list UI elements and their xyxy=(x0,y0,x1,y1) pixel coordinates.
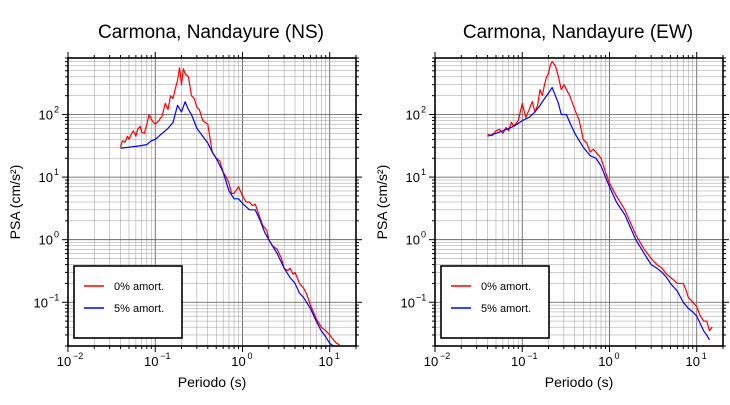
y-axis-label: PSA (cm/s²) xyxy=(7,165,23,240)
legend-label: 0% amort. xyxy=(481,281,531,293)
x-tick-label: 10 xyxy=(231,354,245,369)
y-tick-label: 10 xyxy=(406,233,420,248)
y-tick-label: 10 xyxy=(39,170,53,185)
x-tick-label-exponent: −2 xyxy=(73,351,83,361)
x-tick-label: 10 xyxy=(57,354,71,369)
x-tick-label-exponent: 1 xyxy=(335,351,340,361)
y-tick-label-exponent: 2 xyxy=(421,105,426,115)
x-tick-label: 10 xyxy=(598,354,612,369)
x-tick-label: 10 xyxy=(424,354,438,369)
y-tick-label-exponent: 0 xyxy=(421,230,426,240)
legend-box xyxy=(440,265,550,339)
legend: 0% amort. 5% amort. xyxy=(73,265,183,339)
series-line-blue xyxy=(120,101,334,347)
x-tick-label-exponent: −1 xyxy=(527,351,537,361)
x-tick-label-exponent: 0 xyxy=(614,351,619,361)
chart-title: Carmona, Nandayure (EW) xyxy=(463,22,693,43)
x-tick-label: 10 xyxy=(511,354,525,369)
legend-box xyxy=(73,265,183,339)
tick-marks xyxy=(429,52,729,352)
series-line-red xyxy=(487,61,713,332)
x-tick-label-exponent: −2 xyxy=(440,351,450,361)
x-tick-label: 10 xyxy=(686,354,700,369)
legend-label: 5% amort. xyxy=(114,303,164,315)
y-tick-label-exponent: 2 xyxy=(54,105,59,115)
y-tick-label-exponent: −1 xyxy=(49,292,59,302)
legend-label: 5% amort. xyxy=(481,303,531,315)
x-axis-label: Periodo (s) xyxy=(178,374,246,390)
y-tick-label: 10 xyxy=(39,233,53,248)
x-tick-label: 10 xyxy=(319,354,333,369)
y-tick-label: 10 xyxy=(34,295,48,310)
y-tick-label-exponent: 1 xyxy=(421,167,426,177)
x-tick-label-exponent: −1 xyxy=(160,351,170,361)
legend: 0% amort. 5% amort. xyxy=(440,265,550,339)
y-tick-label: 10 xyxy=(406,170,420,185)
x-tick-label-exponent: 1 xyxy=(702,351,707,361)
x-tick-label: 10 xyxy=(144,354,158,369)
chart-title: Carmona, Nandayure (NS) xyxy=(98,22,324,43)
y-tick-label: 10 xyxy=(406,108,420,123)
y-tick-label-exponent: 1 xyxy=(54,167,59,177)
x-tick-label-exponent: 0 xyxy=(247,351,252,361)
y-tick-label-exponent: −1 xyxy=(416,292,426,302)
x-axis-label: Periodo (s) xyxy=(545,374,613,390)
y-axis-label: PSA (cm/s²) xyxy=(374,165,390,240)
y-tick-label: 10 xyxy=(401,295,415,310)
y-tick-label: 10 xyxy=(39,108,53,123)
tick-marks xyxy=(62,52,362,352)
series-line-blue xyxy=(487,86,711,341)
y-tick-label-exponent: 0 xyxy=(54,230,59,240)
legend-label: 0% amort. xyxy=(114,281,164,293)
